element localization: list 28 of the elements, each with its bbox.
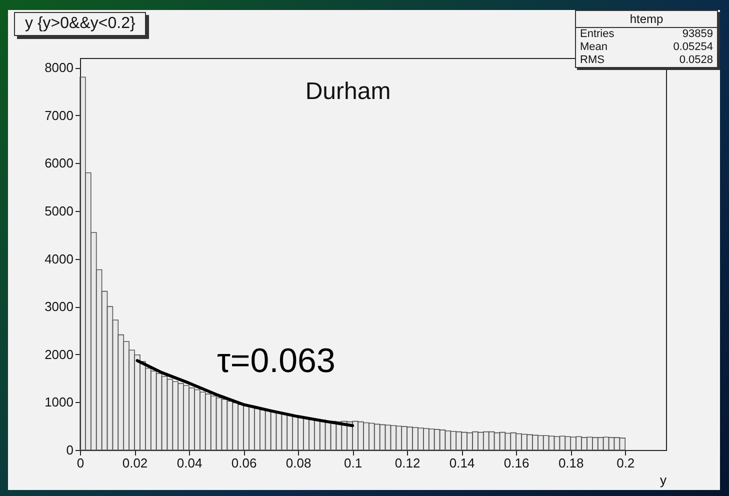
x-tick-label: 0.2 (616, 456, 635, 470)
y-tick-label: 8000 (44, 60, 74, 76)
y-tick-label: 4000 (44, 251, 74, 266)
text: Mean 0.05254 (580, 41, 713, 53)
series-label: τ=0.063 (217, 342, 336, 380)
x-axis-title: y (660, 472, 667, 488)
x-tick-label: 0.14 (449, 456, 475, 470)
x-tick-label: 0.06 (231, 456, 257, 470)
x-tick-label: 0.18 (558, 456, 584, 470)
y-tick-label: 3000 (44, 299, 74, 314)
text: htemp (576, 11, 717, 28)
y-tick-label: 7000 (44, 108, 74, 123)
text: RMS 0.0528 (580, 54, 713, 66)
y-tick-label: 1000 (44, 394, 74, 410)
x-tick-label: 0.02 (122, 456, 148, 470)
annotation: Durham (305, 78, 391, 105)
text: Entries 93859 (580, 28, 713, 40)
x-tick-label: 0.16 (504, 456, 530, 470)
y-tick-label: 2000 (44, 346, 74, 362)
x-tick-label: 0.12 (394, 456, 420, 470)
x-tick-label: 0.04 (176, 456, 202, 470)
chart-title: y {y>0&&y<0.2} (14, 12, 146, 36)
x-tick-label: 0.08 (286, 456, 312, 470)
x-tick-label: 0 (76, 456, 84, 470)
x-tick-label: 0.1 (344, 456, 362, 470)
y-tick-label: 6000 (44, 156, 74, 171)
y-tick-label: 5000 (44, 203, 74, 218)
y-tick-label: 0 (66, 442, 74, 458)
